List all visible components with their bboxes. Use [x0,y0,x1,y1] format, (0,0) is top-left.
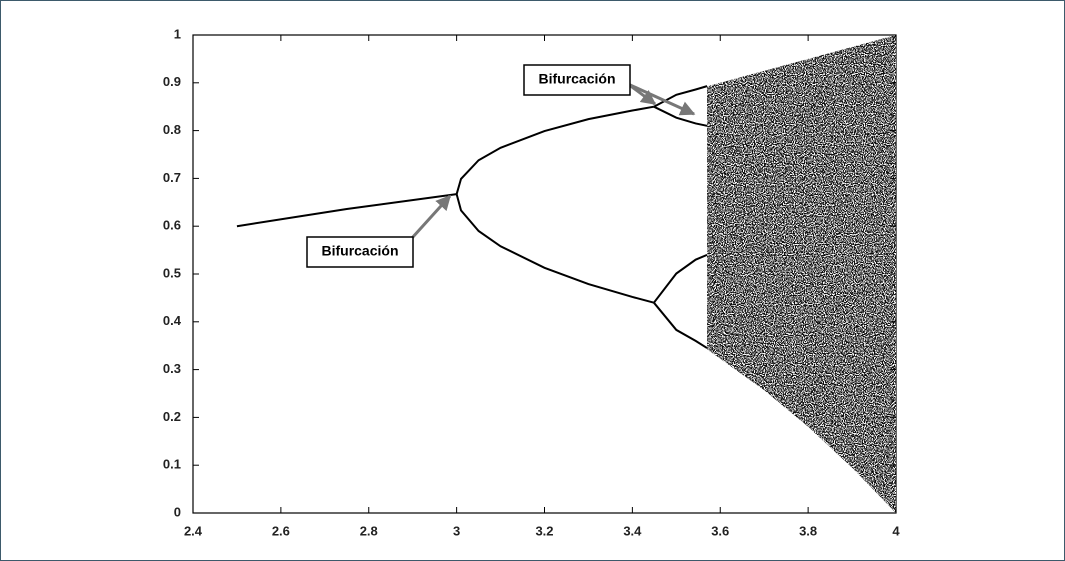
y-tick-label: 0.1 [163,457,181,472]
annotation: Bifurcación [538,71,615,87]
x-tick-label: 2.6 [272,523,290,538]
x-tick-label: 3 [453,523,460,538]
x-tick-label: 3.8 [799,523,817,538]
x-tick-label: 4 [892,523,900,538]
annotation-box [306,236,414,268]
x-tick-label: 3.4 [623,523,642,538]
annotation: Bifurcación [321,243,398,259]
x-tick-label: 2.8 [360,523,378,538]
y-tick-label: 0.6 [163,218,181,233]
arrow [410,194,452,240]
branch-line [455,105,655,195]
branch-line [653,302,708,349]
y-tick-label: 1 [174,26,181,41]
x-tick-label: 3.2 [535,523,553,538]
y-tick-label: 0.9 [163,74,181,89]
arrow [627,82,696,116]
y-tick-label: 0.7 [163,170,181,185]
y-tick-label: 0.4 [163,313,182,328]
y-tick-label: 0.3 [163,361,181,376]
branch-line [236,193,457,228]
y-tick-label: 0.2 [163,409,181,424]
y-tick-label: 0.8 [163,122,181,137]
y-tick-label: 0 [174,504,181,519]
branch-line [653,253,708,304]
annotation-box [523,64,631,96]
y-tick-label: 0.5 [163,265,181,280]
x-tick-label: 3.6 [711,523,729,538]
x-tick-label: 2.4 [184,523,203,538]
branch-line [653,85,708,108]
branch-line [653,105,708,127]
chaos-band [707,35,896,513]
branch-line [455,193,655,304]
